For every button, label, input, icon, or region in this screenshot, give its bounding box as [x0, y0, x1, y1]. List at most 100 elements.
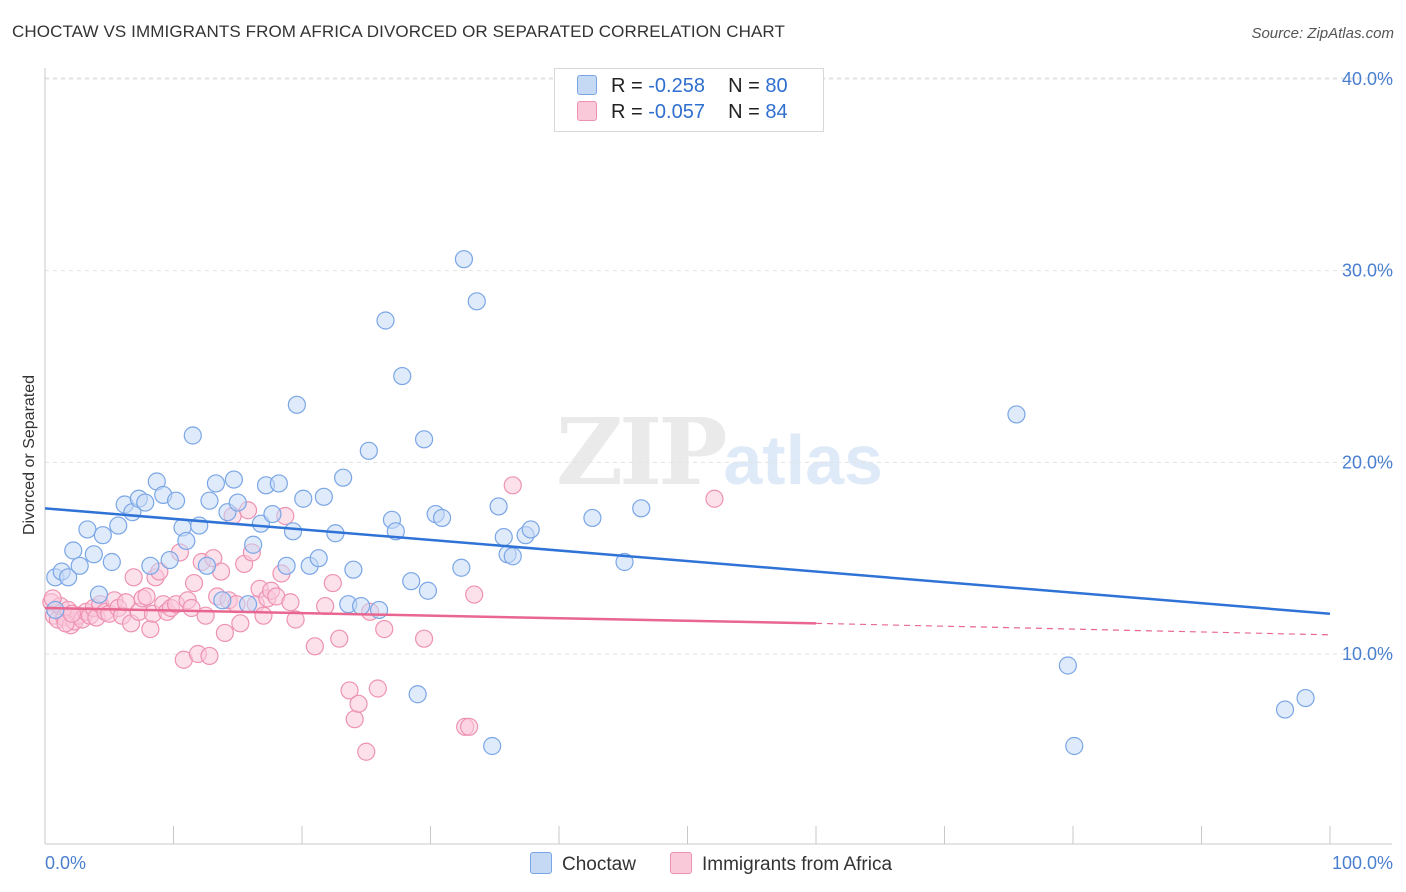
africa-point	[254, 606, 273, 625]
choctaw-point	[283, 522, 303, 541]
choctaw-point	[408, 685, 427, 704]
axes	[44, 68, 1392, 845]
africa-point	[286, 610, 305, 629]
choctaw-point	[467, 292, 486, 311]
choctaw-point	[93, 526, 112, 545]
bottom-legend-choctaw: Choctaw	[530, 852, 636, 876]
bottom-legend-label: Choctaw	[562, 854, 636, 875]
africa-point	[137, 587, 156, 606]
choctaw-point	[294, 489, 313, 508]
choctaw-point	[213, 591, 232, 610]
choctaw-point	[503, 547, 522, 566]
choctaw-point	[583, 508, 602, 528]
choctaw-point	[89, 585, 109, 604]
x-tick-label: 100.0%	[1332, 853, 1393, 873]
choctaw-point	[414, 430, 434, 449]
africa-point	[215, 623, 234, 643]
choctaw-point	[166, 491, 186, 510]
africa-point	[316, 596, 335, 616]
choctaw-point	[136, 493, 155, 512]
choctaw-point	[109, 516, 128, 535]
bottom-legend-africa: Immigrants from Africa	[670, 852, 892, 876]
africa-point	[465, 585, 484, 604]
africa-point	[124, 568, 143, 587]
africa-points	[42, 476, 724, 761]
choctaw-point	[452, 558, 471, 577]
africa-point	[305, 637, 324, 656]
africa-point	[503, 476, 522, 495]
legend-row-africa: R = -0.057 N = 84	[577, 101, 788, 127]
choctaw-point	[483, 736, 502, 756]
legend-r-value: -0.258	[648, 75, 705, 97]
choctaw-point	[197, 556, 217, 575]
choctaw-point	[432, 508, 452, 528]
choctaw-point	[454, 250, 474, 269]
choctaw-point	[224, 470, 243, 489]
choctaw-point	[70, 556, 89, 575]
choctaw-point	[418, 581, 438, 600]
watermark-atlas: atlas	[723, 421, 883, 499]
choctaw-point	[287, 395, 306, 414]
legend-n-value: 84	[765, 101, 788, 123]
choctaw-point	[84, 545, 103, 564]
source-label: Source: ZipAtlas.com	[1251, 25, 1394, 42]
legend-r-label: R =	[611, 75, 643, 97]
choctaw-point	[344, 560, 363, 579]
choctaw-point	[102, 552, 121, 572]
legend-r-label: R =	[611, 101, 643, 123]
choctaw-trend-line	[44, 507, 1331, 615]
y-tick-label: 40.0%	[1342, 69, 1393, 89]
choctaw-point	[200, 491, 219, 510]
africa-point	[323, 573, 342, 593]
africa-point	[196, 606, 215, 625]
choctaw-point	[615, 552, 634, 572]
africa-point	[705, 489, 724, 508]
choctaw-point	[1007, 405, 1026, 424]
choctaw-point	[309, 549, 328, 568]
chart-title: CHOCTAW VS IMMIGRANTS FROM AFRICA DIVORC…	[12, 22, 785, 41]
choctaw-swatch	[577, 75, 597, 95]
choctaw-point	[59, 568, 78, 587]
africa-point	[281, 593, 300, 612]
choctaw-point	[334, 468, 353, 487]
legend-n-label: N =	[728, 75, 760, 97]
africa-swatch	[577, 101, 597, 121]
choctaw-point	[228, 493, 247, 512]
legend-n-value: 80	[765, 75, 788, 97]
choctaw-point	[141, 556, 160, 575]
choctaw-point	[177, 531, 196, 551]
africa-point	[182, 598, 201, 618]
choctaw-point	[393, 366, 412, 386]
y-tick-label: 30.0%	[1342, 261, 1393, 281]
legend-row-choctaw: R = -0.258 N = 80	[577, 75, 788, 101]
choctaw-point	[1296, 688, 1315, 708]
choctaw-point	[352, 596, 371, 616]
choctaw-point	[402, 572, 421, 591]
africa-point	[141, 619, 160, 639]
choctaw-point	[277, 556, 296, 575]
choctaw-point	[46, 600, 65, 620]
choctaw-point	[489, 497, 508, 516]
choctaw-point	[160, 550, 179, 570]
choctaw-point	[206, 474, 226, 493]
y-tick-label: 20.0%	[1342, 452, 1393, 472]
bottom-legend-label: Immigrants from Africa	[702, 854, 893, 875]
choctaw-point	[183, 426, 202, 445]
choctaw-point	[238, 595, 258, 614]
choctaw-point	[521, 520, 540, 539]
y-axis-label: Divorced or Separated	[21, 375, 38, 535]
choctaw-point	[64, 541, 83, 560]
africa-point	[340, 681, 359, 700]
choctaw-point	[244, 535, 263, 554]
choctaw-point	[1275, 700, 1295, 719]
choctaw-point	[263, 504, 282, 524]
choctaw-point	[359, 441, 378, 460]
legend-r-value: -0.057	[648, 101, 705, 123]
choctaw-point	[494, 527, 513, 547]
choctaw-point	[376, 311, 395, 330]
africa-point	[184, 573, 204, 593]
choctaw-point	[1065, 736, 1084, 756]
tick-labels: 10.0% 20.0% 30.0% 40.0% 0.0% 100.0%	[45, 69, 1393, 873]
watermark: ZIPatlas	[556, 398, 883, 506]
